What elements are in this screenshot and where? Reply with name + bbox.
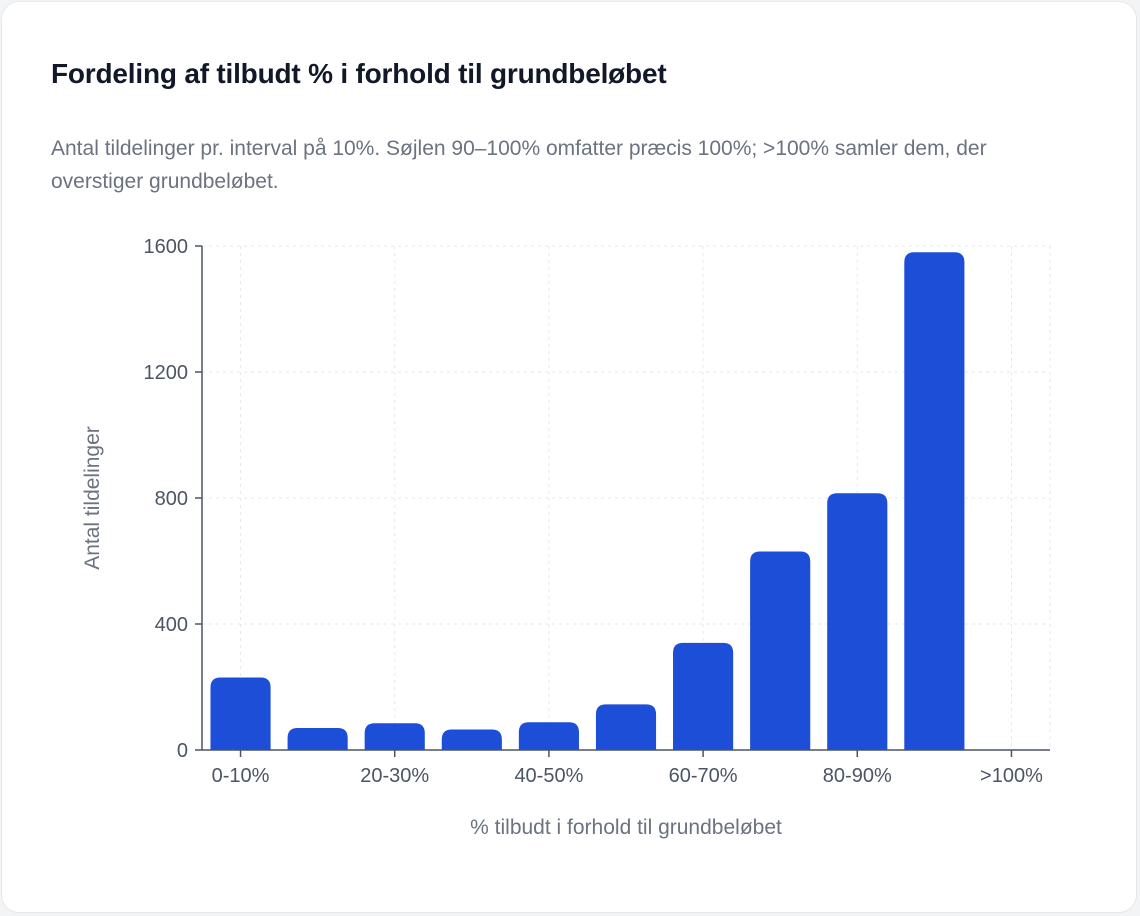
y-axis-ticks: 0 400 800 1200 1600: [144, 236, 202, 762]
y-tick-label: 1200: [144, 362, 189, 384]
bars: [210, 252, 965, 751]
x-axis-title: % tilbudt i forhold til grundbeløbet: [470, 816, 782, 839]
x-tick-label: >100%: [980, 765, 1043, 787]
bar: [441, 729, 502, 750]
y-tick-label: 1600: [144, 236, 189, 258]
bar: [673, 642, 734, 750]
bar: [287, 727, 348, 750]
x-axis-ticks: 0-10% 20-30% 40-50% 60-70% 80-90% >100%: [212, 750, 1043, 787]
y-tick-label: 400: [155, 614, 188, 636]
bar: [210, 677, 271, 750]
chart-title: Fordeling af tilbudt % i forhold til gru…: [51, 58, 667, 89]
y-tick-label: 800: [155, 488, 188, 510]
bar: [827, 493, 888, 750]
x-tick-label: 20-30%: [360, 765, 429, 787]
bar: [518, 722, 579, 750]
bar: [364, 723, 425, 750]
y-axis-title: Antal tildelinger: [81, 426, 104, 570]
x-tick-label: 80-90%: [823, 765, 892, 787]
x-tick-label: 60-70%: [669, 765, 738, 787]
x-tick-label: 0-10%: [212, 765, 270, 787]
bar: [595, 704, 657, 750]
bar: [904, 252, 965, 751]
chart-subtitle: Antal tildelinger pr. interval på 10%. S…: [51, 137, 987, 193]
y-tick-label: 0: [177, 740, 188, 762]
bar: [750, 551, 811, 750]
x-tick-label: 40-50%: [514, 765, 583, 787]
